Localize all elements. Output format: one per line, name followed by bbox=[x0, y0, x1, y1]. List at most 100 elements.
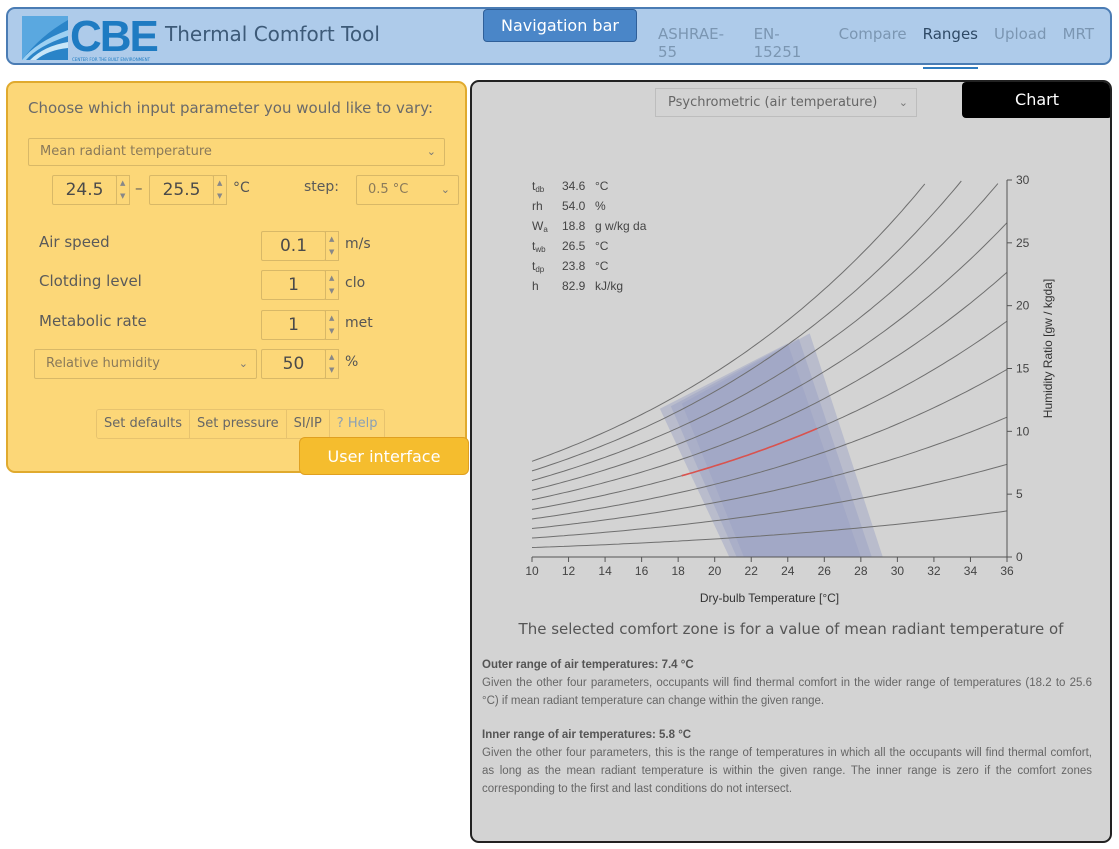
x-axis-label: Dry-bulb Temperature [°C] bbox=[700, 591, 839, 605]
psychrometric-chart[interactable]: 10 12 14 16 18 20 22 24 26 28 30 32 34 360 5 10 15 20 25 30… bbox=[472, 82, 1110, 612]
clothing-spinner[interactable]: ▲ ▼ bbox=[325, 270, 339, 300]
tab-compare[interactable]: Compare bbox=[838, 25, 907, 43]
readout-unit: g w/kg da bbox=[595, 219, 647, 233]
readout-unit: % bbox=[595, 199, 606, 213]
chevron-down-icon: ⌄ bbox=[440, 183, 450, 196]
y-tick-label: 10 bbox=[1016, 424, 1030, 438]
readout-symbol: rh bbox=[532, 199, 543, 213]
chart-type-select[interactable]: Psychrometric (air temperature) ⌄ bbox=[655, 88, 917, 117]
help-button[interactable]: ? Help bbox=[329, 410, 385, 438]
comfort-zone-2 bbox=[670, 338, 872, 557]
y-tick-label: 15 bbox=[1016, 362, 1030, 376]
spinner-up-icon[interactable]: ▲ bbox=[120, 179, 126, 187]
outer-range-heading: Outer range of air temperatures: 7.4 °C bbox=[482, 659, 694, 671]
rh-curve-90 bbox=[531, 180, 962, 472]
air-speed-spinner[interactable]: ▲ ▼ bbox=[325, 231, 339, 261]
set-pressure-button[interactable]: Set pressure bbox=[190, 410, 287, 438]
range-to-spinner[interactable]: ▲ ▼ bbox=[213, 175, 227, 205]
humidity-input[interactable]: 50 bbox=[261, 349, 326, 379]
y-tick-label: 30 bbox=[1016, 173, 1030, 187]
set-defaults-button[interactable]: Set defaults bbox=[97, 410, 190, 438]
spinner-down-icon[interactable]: ▼ bbox=[329, 366, 335, 374]
spinner-up-icon[interactable]: ▲ bbox=[217, 179, 223, 187]
user-interface-badge: User interface bbox=[299, 437, 469, 475]
y-tick-label: 25 bbox=[1016, 236, 1030, 250]
range-from-spinner[interactable]: ▲ ▼ bbox=[116, 175, 130, 205]
air-speed-input[interactable]: 0.1 bbox=[261, 231, 326, 261]
user-interface-panel: Choose which input parameter you would l… bbox=[6, 81, 469, 475]
step-select[interactable]: 0.5 °C ⌄ bbox=[356, 175, 459, 205]
selected-condition-line bbox=[681, 427, 818, 477]
x-tick-label: 30 bbox=[891, 564, 905, 578]
spinner-up-icon[interactable]: ▲ bbox=[329, 353, 335, 361]
chevron-down-icon: ⌄ bbox=[426, 145, 436, 158]
clothing-label: Clotding level bbox=[39, 272, 142, 290]
readout-unit: °C bbox=[595, 179, 609, 193]
readout-symbol: twb bbox=[532, 239, 546, 254]
x-tick-label: 14 bbox=[598, 564, 612, 578]
logo-subtext: CENTER FOR THE BUILT ENVIRONMENT bbox=[72, 57, 151, 62]
parameter-prompt: Choose which input parameter you would l… bbox=[28, 99, 434, 117]
x-tick-label: 26 bbox=[818, 564, 832, 578]
rh-curve-60 bbox=[531, 271, 1008, 501]
spinner-up-icon[interactable]: ▲ bbox=[329, 314, 335, 322]
readout-symbol: h bbox=[532, 279, 539, 293]
x-tick-label: 34 bbox=[964, 564, 978, 578]
spinner-down-icon[interactable]: ▼ bbox=[120, 192, 126, 200]
readout-symbol: tdp bbox=[532, 259, 545, 274]
inner-range-section: Inner range of air temperatures: 5.8 °C … bbox=[482, 726, 1092, 798]
x-tick-label: 10 bbox=[525, 564, 539, 578]
humidity-spinner[interactable]: ▲ ▼ bbox=[325, 349, 339, 379]
clothing-unit: clo bbox=[345, 275, 366, 291]
metabolic-input[interactable]: 1 bbox=[261, 310, 326, 340]
humidity-type-select[interactable]: Relative humidity ⌄ bbox=[34, 349, 257, 379]
x-tick-label: 20 bbox=[708, 564, 722, 578]
range-to-input[interactable]: 25.5 bbox=[149, 175, 214, 205]
tab-ashrae-55[interactable]: ASHRAE-55 bbox=[658, 25, 725, 61]
step-label: step: bbox=[304, 179, 339, 195]
tab-mrt[interactable]: MRT bbox=[1062, 25, 1094, 43]
rh-curve-80 bbox=[531, 183, 999, 482]
spinner-down-icon[interactable]: ▼ bbox=[329, 248, 335, 256]
readout-unit: °C bbox=[595, 259, 609, 273]
x-tick-label: 16 bbox=[635, 564, 649, 578]
chart-panel: Psychrometric (air temperature) ⌄ Chart … bbox=[470, 80, 1112, 843]
tab-upload[interactable]: Upload bbox=[994, 25, 1047, 43]
app-title: Thermal Comfort Tool bbox=[165, 22, 380, 46]
rh-curve-20 bbox=[531, 463, 1008, 539]
rh-curve-40 bbox=[531, 368, 1008, 520]
readout-unit: °C bbox=[595, 239, 609, 253]
metabolic-spinner[interactable]: ▲ ▼ bbox=[325, 310, 339, 340]
x-tick-label: 18 bbox=[671, 564, 685, 578]
air-speed-unit: m/s bbox=[345, 236, 371, 252]
x-tick-label: 22 bbox=[745, 564, 759, 578]
spinner-up-icon[interactable]: ▲ bbox=[329, 235, 335, 243]
rh-curve-70 bbox=[531, 222, 1008, 491]
outer-range-section: Outer range of air temperatures: 7.4 °C … bbox=[482, 656, 1092, 710]
spinner-down-icon[interactable]: ▼ bbox=[217, 192, 223, 200]
si-ip-button[interactable]: SI/IP bbox=[286, 410, 330, 438]
cbe-logo-mark-icon bbox=[22, 16, 68, 60]
outer-range-text: Given the other four parameters, occupan… bbox=[482, 677, 1092, 707]
parameter-select-value: Mean radiant temperature bbox=[40, 144, 212, 159]
tab-en-15251[interactable]: EN-15251 bbox=[753, 25, 802, 61]
tab-ranges[interactable]: Ranges bbox=[922, 25, 978, 69]
readout-value: 82.9 bbox=[562, 279, 586, 293]
spinner-down-icon[interactable]: ▼ bbox=[329, 327, 335, 335]
spinner-up-icon[interactable]: ▲ bbox=[329, 274, 335, 282]
range-unit: °C bbox=[233, 180, 250, 196]
spinner-down-icon[interactable]: ▼ bbox=[329, 287, 335, 295]
range-from-input[interactable]: 24.5 bbox=[52, 175, 117, 205]
cbe-logo[interactable]: CBE CENTER FOR THE BUILT ENVIRONMENT bbox=[22, 12, 162, 62]
clothing-input[interactable]: 1 bbox=[261, 270, 326, 300]
readout-symbol: Wa bbox=[532, 219, 548, 234]
inner-range-text: Given the other four parameters, this is… bbox=[482, 747, 1092, 795]
metabolic-label: Metabolic rate bbox=[39, 312, 147, 330]
inner-range-heading: Inner range of air temperatures: 5.8 °C bbox=[482, 729, 692, 741]
y-axis-label: Humidity Ratio [gw / kgda] bbox=[1041, 279, 1055, 418]
x-tick-label: 24 bbox=[781, 564, 795, 578]
parameter-select[interactable]: Mean radiant temperature ⌄ bbox=[28, 138, 445, 166]
navigation-bar: CBE CENTER FOR THE BUILT ENVIRONMENT The… bbox=[6, 7, 1112, 69]
nav-tabs: ASHRAE-55 EN-15251 Compare Ranges Upload… bbox=[658, 25, 1110, 69]
readout-unit: kJ/kg bbox=[595, 279, 623, 293]
